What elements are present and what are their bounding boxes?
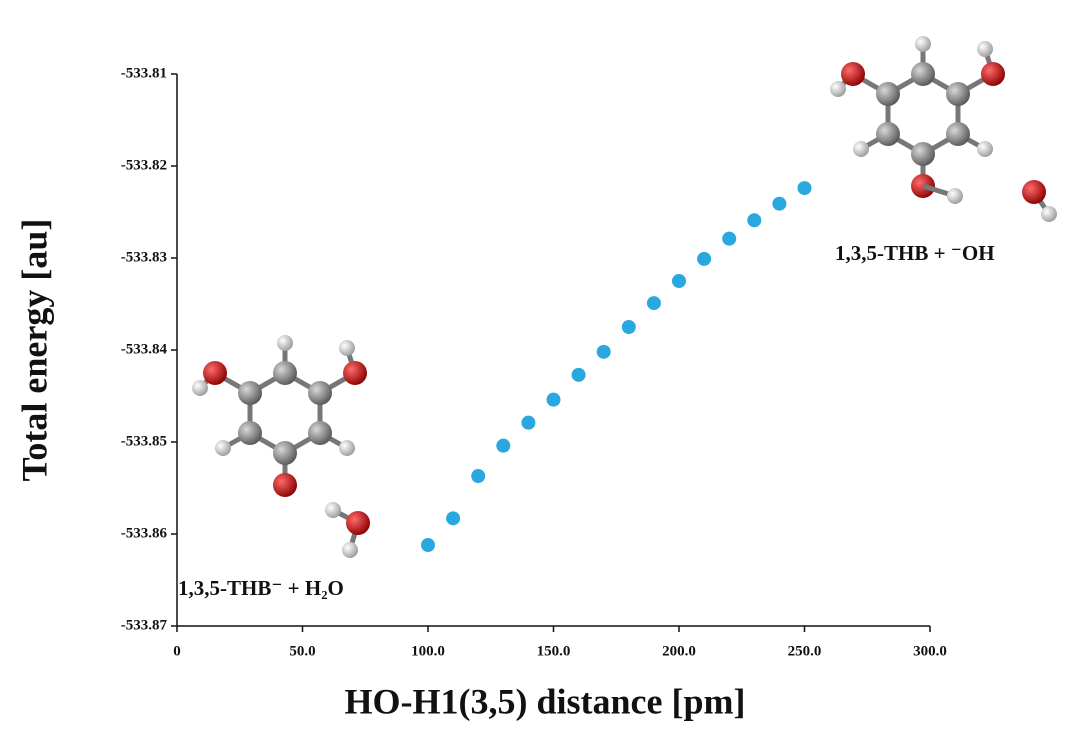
point [496, 439, 510, 453]
point [572, 368, 586, 382]
point [421, 538, 435, 552]
point [798, 181, 812, 195]
x-tick-label: 150.0 [537, 643, 571, 659]
point [446, 511, 460, 525]
y-tick-label: -533.81 [121, 65, 167, 81]
y-axis-title: Total energy [au] [14, 219, 54, 482]
point [597, 345, 611, 359]
point [672, 274, 686, 288]
x-tick-label: 250.0 [788, 643, 822, 659]
point [722, 232, 736, 246]
x-axis-title: HO-H1(3,5) distance [pm] [345, 681, 746, 721]
x-tick-label: 0 [173, 643, 181, 659]
x-tick-label: 300.0 [913, 643, 947, 659]
y-tick-label: -533.85 [121, 433, 167, 449]
molecule-left [192, 335, 370, 558]
x-tick-label: 100.0 [411, 643, 445, 659]
point [521, 416, 535, 430]
y-tick-label: -533.87 [121, 617, 168, 633]
annotation: 1,3,5-THB⁻ + H₂O [178, 576, 344, 600]
annotation: 1,3,5-THB + ⁻OH [835, 241, 995, 265]
molecule-right [830, 36, 1057, 222]
point [547, 393, 561, 407]
y-tick-label: -533.84 [121, 341, 168, 357]
chart: HO-H1(3,5) distance [pm] Total energy [a… [0, 0, 1072, 731]
point [622, 320, 636, 334]
point [647, 296, 661, 310]
point [747, 213, 761, 227]
y-tick-label: -533.83 [121, 249, 167, 265]
point [772, 197, 786, 211]
y-tick-label: -533.86 [121, 525, 168, 541]
point [697, 252, 711, 266]
x-tick-label: 50.0 [289, 643, 315, 659]
y-tick-label: -533.82 [121, 157, 167, 173]
point [471, 469, 485, 483]
x-tick-label: 200.0 [662, 643, 696, 659]
